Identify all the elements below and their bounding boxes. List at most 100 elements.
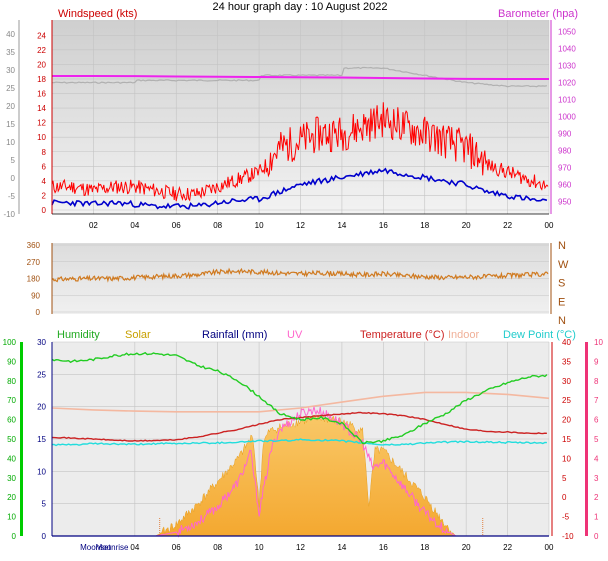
uv-tick-label: 5 [594, 435, 599, 444]
rain-tick-label: 5 [42, 500, 47, 509]
rain-tick-label: 15 [37, 435, 46, 444]
uv-tick-label: 9 [594, 357, 599, 366]
temp-x-tick-label: 14 [337, 543, 346, 552]
uv-tick-label: 7 [594, 396, 599, 405]
temp-x-tick-label: Moonrise [96, 543, 129, 552]
temp-tick-label: 20 [562, 416, 571, 425]
wind-outer-tick-label: 40 [6, 30, 15, 39]
wind-outer-tick-label: 35 [6, 48, 15, 57]
wind-outer-tick-label: -5 [8, 192, 16, 201]
humidity-axis-bar [20, 342, 23, 536]
temp-x-tick-label: 16 [379, 543, 388, 552]
baro-tick-label: 1000 [558, 112, 576, 121]
wind-x-tick-label: 08 [213, 221, 222, 230]
wind-gust-line [51, 102, 549, 202]
wind-outer-tick-label: 0 [11, 174, 16, 183]
humidity-tick-label: 30 [7, 474, 16, 483]
temp-tick-label: 25 [562, 396, 571, 405]
page-title: 24 hour graph day : 10 August 2022 [213, 1, 388, 13]
wind-x-tick-label: 18 [420, 221, 429, 230]
rain-tick-label: 30 [37, 338, 46, 347]
wind-tick-label: 8 [42, 148, 47, 157]
uv-tick-label: 0 [594, 532, 599, 541]
rain-tick-label: 0 [42, 532, 47, 541]
baro-tick-label: 960 [558, 180, 572, 189]
direction-tick-label: 360 [27, 241, 41, 250]
baro-tick-label: 980 [558, 146, 572, 155]
direction-tick-label: 270 [27, 258, 41, 267]
temp-axes: 3025201510501009080706050403020100403530… [3, 338, 604, 552]
uv-tick-label: 6 [594, 416, 599, 425]
wind-tick-label: 10 [37, 133, 46, 142]
wind-tick-label: 0 [42, 206, 47, 215]
uv-tick-label: 8 [594, 377, 599, 386]
humidity-tick-label: 100 [3, 338, 17, 347]
legend-rainfall: Rainfall (mm) [202, 329, 267, 341]
uv-axis-bar [585, 342, 588, 536]
wind-outer-tick-label: 5 [11, 156, 16, 165]
wind-direction-line [51, 267, 549, 283]
temp-x-tick-label: 18 [420, 543, 429, 552]
legend-dewpoint: Dew Point (°C) [503, 329, 576, 341]
uv-tick-label: 2 [594, 493, 599, 502]
compass-label: E [558, 296, 565, 308]
baro-tick-label: 1050 [558, 27, 576, 36]
wind-tick-label: 14 [37, 104, 46, 113]
wind-outer-tick-label: 30 [6, 66, 15, 75]
compass-label: W [558, 259, 569, 271]
wind-outer-tick-label: 25 [6, 84, 15, 93]
dewpoint-line [51, 438, 547, 447]
baro-tick-label: 1030 [558, 61, 576, 70]
wind-x-tick-label: 04 [130, 221, 139, 230]
wind-tick-label: 2 [42, 191, 47, 200]
wind-x-tick-label: 14 [337, 221, 346, 230]
wind-x-tick-label: 10 [255, 221, 264, 230]
wind-x-tick-label: 20 [462, 221, 471, 230]
baro-tick-label: 1040 [558, 44, 576, 53]
humidity-tick-label: 70 [7, 396, 16, 405]
wind-x-tick-label: 12 [296, 221, 305, 230]
direction-series [51, 267, 549, 283]
wind-outer-tick-label: 15 [6, 120, 15, 129]
temperature-line [51, 411, 547, 442]
wind-x-tick-label: 22 [503, 221, 512, 230]
wind-x-tick-label: 00 [545, 221, 554, 230]
wind-x-tick-label: 06 [172, 221, 181, 230]
humidity-tick-label: 0 [12, 532, 17, 541]
temp-tick-label: 0 [562, 493, 567, 502]
wind-tick-label: 16 [37, 90, 46, 99]
uv-tick-label: 3 [594, 474, 599, 483]
temp-tick-label: -10 [562, 532, 574, 541]
temp-x-tick-label: 04 [130, 543, 139, 552]
baro-tick-label: 950 [558, 197, 572, 206]
temp-tick-label: 35 [562, 357, 571, 366]
legend-indoor: Indoor [448, 329, 480, 341]
temp-tick-label: -5 [562, 513, 570, 522]
humidity-tick-label: 40 [7, 454, 16, 463]
temp-x-tick-label: 00 [545, 543, 554, 552]
temp-x-tick-label: 20 [462, 543, 471, 552]
humidity-tick-label: 10 [7, 513, 16, 522]
compass-label: N [558, 315, 566, 327]
baro-tick-label: 970 [558, 163, 572, 172]
wind-axes: 2422201816141210864204035302520151050-5-… [3, 20, 576, 230]
temp-tick-label: 5 [562, 474, 567, 483]
temp-x-tick-label: 12 [296, 543, 305, 552]
temp-tick-label: 10 [562, 454, 571, 463]
wind-outer-tick-label: 20 [6, 102, 15, 111]
wind-average-line [51, 167, 548, 210]
humidity-tick-label: 60 [7, 416, 16, 425]
humidity-line [51, 351, 548, 445]
uv-tick-label: 4 [594, 454, 599, 463]
wind-tick-label: 6 [42, 162, 47, 171]
wind-tick-label: 24 [37, 31, 46, 40]
barometer-axis-label: Barometer (hpa) [498, 8, 578, 20]
legend-temperature: Temperature (°C) [360, 329, 444, 341]
baro-tick-label: 990 [558, 129, 572, 138]
temp-x-tick-label: Moonset [80, 543, 111, 552]
temp-x-tick-label: 08 [213, 543, 222, 552]
wind-series [51, 66, 549, 210]
direction-tick-label: 90 [31, 291, 40, 300]
